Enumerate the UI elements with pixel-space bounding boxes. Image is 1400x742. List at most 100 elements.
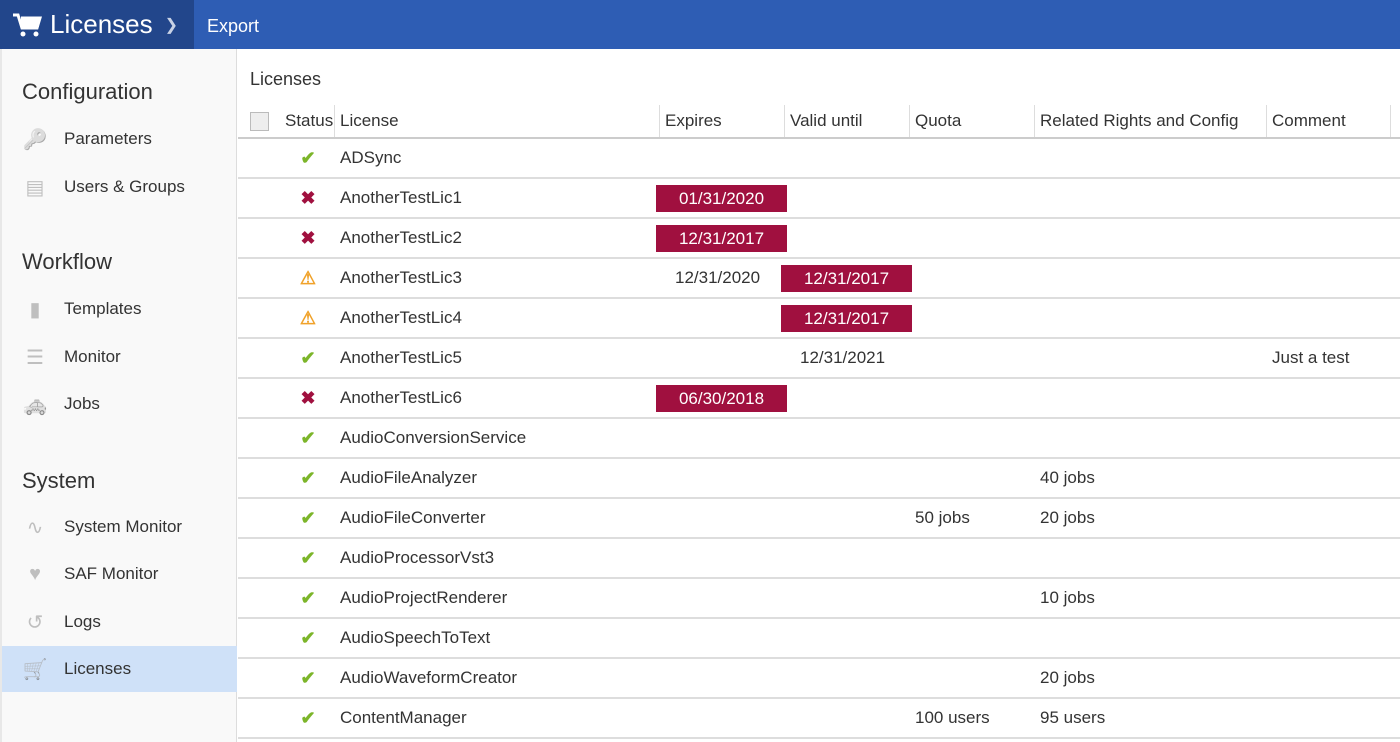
- key-icon: 🔑: [22, 128, 48, 151]
- table-row[interactable]: ✖ AnotherTestLic1 01/31/2020: [238, 179, 1400, 219]
- table-row[interactable]: ✔ AudioSpeechToText: [238, 619, 1400, 659]
- check-icon: ✔: [300, 468, 316, 488]
- license-name: AudioProjectRenderer: [340, 588, 508, 607]
- license-name: AnotherTestLic1: [340, 188, 462, 207]
- license-name: AudioFileConverter: [340, 508, 486, 527]
- error-x-icon: ✖: [300, 388, 316, 408]
- license-name: AnotherTestLic4: [340, 308, 462, 327]
- sidebar-item-users-groups[interactable]: ▤ Users & Groups: [2, 164, 237, 210]
- expires-date-alert-badge: 06/30/2018: [656, 385, 787, 412]
- license-name: ContentManager: [340, 708, 467, 727]
- history-icon: ↺: [26, 611, 44, 634]
- check-icon: ✔: [300, 508, 316, 528]
- taxi-icon: 🚕: [22, 393, 48, 416]
- page-title: Licenses: [250, 69, 322, 89]
- license-name: AudioSpeechToText: [340, 628, 491, 647]
- sidebar-item-saf-monitor[interactable]: ♥ SAF Monitor: [2, 551, 237, 597]
- sidebar-item-licenses[interactable]: 🛒 Licenses: [2, 646, 237, 692]
- table-row[interactable]: ✔ AudioFileAnalyzer 40 jobs: [238, 459, 1400, 499]
- sidebar-item-jobs[interactable]: 🚕 Jobs: [2, 381, 237, 427]
- app-title: Licenses: [50, 9, 153, 39]
- sidebar-item-monitor[interactable]: ☰ Monitor: [2, 334, 237, 380]
- table-row[interactable]: ✖ AnotherTestLic6 06/30/2018: [238, 379, 1400, 419]
- table-row[interactable]: ✔ AudioProcessorVst3: [238, 539, 1400, 579]
- check-icon: ✔: [300, 588, 316, 608]
- cart-icon: [13, 13, 42, 36]
- sidebar-item-label: System Monitor: [64, 517, 183, 536]
- check-icon: ✔: [300, 348, 316, 368]
- license-name: AudioFileAnalyzer: [340, 468, 478, 487]
- sidebar-item-label: Parameters: [64, 129, 152, 148]
- expires-date: 12/31/2020: [675, 268, 761, 287]
- expires-date-alert-badge: 01/31/2020: [656, 185, 787, 212]
- table-row[interactable]: ⚠ AnotherTestLic4 12/31/2017: [238, 299, 1400, 339]
- column-license[interactable]: License: [334, 105, 659, 137]
- license-name: ADSync: [340, 148, 402, 167]
- table-header: Status License Expires Valid until Quota…: [238, 105, 1400, 139]
- sidebar-section-title: System: [22, 468, 96, 493]
- check-icon: ✔: [300, 668, 316, 688]
- table-row[interactable]: ✔ AudioProjectRenderer 10 jobs: [238, 579, 1400, 619]
- table-row[interactable]: ✔ AudioConversionService: [238, 419, 1400, 459]
- related-rights: 40 jobs: [1040, 468, 1095, 487]
- quota: 50 jobs: [915, 508, 970, 527]
- table-row[interactable]: ✔ ADSync: [238, 139, 1400, 179]
- check-icon: ✔: [300, 628, 316, 648]
- sidebar-item-logs[interactable]: ↺ Logs: [2, 599, 237, 645]
- sidebar-item-label: Monitor: [64, 347, 121, 366]
- check-icon: ✔: [300, 428, 316, 448]
- sidebar-item-system-monitor[interactable]: ∿ System Monitor: [2, 504, 237, 550]
- check-icon: ✔: [300, 708, 316, 728]
- license-name: AnotherTestLic2: [340, 228, 462, 247]
- column-quota[interactable]: Quota: [909, 105, 1034, 137]
- sidebar-section-title: Workflow: [22, 249, 113, 274]
- license-name: AudioConversionService: [340, 428, 527, 447]
- column-comment[interactable]: Comment: [1266, 105, 1391, 137]
- sidebar: Configuration 🔑 Parameters ▤ Users & Groups W…: [0, 49, 237, 742]
- table-row[interactable]: ✔ AudioFileConverter 50 jobs 20 jobs: [238, 499, 1400, 539]
- cart-icon: 🛒: [22, 658, 48, 681]
- table-row[interactable]: ✖ AnotherTestLic2 12/31/2017: [238, 219, 1400, 259]
- license-name: AudioProcessorVst3: [340, 548, 495, 567]
- license-name: AudioWaveformCreator: [340, 668, 517, 687]
- sidebar-item-label: Logs: [64, 612, 101, 631]
- heart-pulse-icon: ♥: [29, 562, 41, 585]
- quota: 100 users: [915, 708, 990, 727]
- license-name: AnotherTestLic3: [340, 268, 462, 287]
- check-icon: ✔: [300, 548, 316, 568]
- id-card-icon: ▤: [25, 176, 45, 199]
- related-rights: 95 users: [1040, 708, 1106, 727]
- sidebar-item-label: Templates: [64, 299, 142, 318]
- valid-until-date-alert-badge: 12/31/2017: [781, 305, 912, 332]
- license-name: AnotherTestLic6: [340, 388, 462, 407]
- sidebar-item-label: SAF Monitor: [64, 564, 159, 583]
- warning-icon: ⚠: [299, 268, 317, 288]
- sidebar-item-label: Jobs: [64, 394, 100, 413]
- chip-icon: ▮: [29, 298, 41, 321]
- error-x-icon: ✖: [300, 228, 316, 248]
- column-expires[interactable]: Expires: [659, 105, 784, 137]
- sidebar-item-label: Licenses: [64, 659, 132, 678]
- valid-until-date-alert-badge: 12/31/2017: [781, 265, 912, 292]
- related-rights: 20 jobs: [1040, 668, 1095, 687]
- column-status[interactable]: Status: [285, 111, 334, 130]
- sidebar-item-parameters[interactable]: 🔑 Parameters: [2, 116, 237, 162]
- export-button[interactable]: Export: [207, 16, 260, 36]
- select-all-checkbox[interactable]: [250, 112, 269, 131]
- warning-icon: ⚠: [299, 308, 317, 328]
- column-valid-until[interactable]: Valid until: [784, 105, 909, 137]
- app-menu-button[interactable]: Licenses ❯: [0, 0, 194, 49]
- expires-date-alert-badge: 12/31/2017: [656, 225, 787, 252]
- table-row[interactable]: ✔ ContentManager 100 users 95 users: [238, 699, 1400, 739]
- table-row[interactable]: ✔ AudioWaveformCreator 20 jobs: [238, 659, 1400, 699]
- sidebar-section-title: Configuration: [22, 79, 153, 104]
- sidebar-item-templates[interactable]: ▮ Templates: [2, 286, 237, 332]
- check-icon: ✔: [300, 148, 316, 168]
- table-row[interactable]: ⚠ AnotherTestLic3 12/31/2020 12/31/2017: [238, 259, 1400, 299]
- valid-until-date: 12/31/2021: [800, 348, 886, 367]
- comment: Just a test: [1272, 348, 1350, 367]
- chevron-down-icon: ❯: [164, 16, 179, 34]
- column-related-rights[interactable]: Related Rights and Config: [1034, 105, 1266, 137]
- main-content: Licenses Status License Expires Valid un…: [238, 49, 1400, 742]
- table-row[interactable]: ✔ AnotherTestLic5 12/31/2021 Just a test: [238, 339, 1400, 379]
